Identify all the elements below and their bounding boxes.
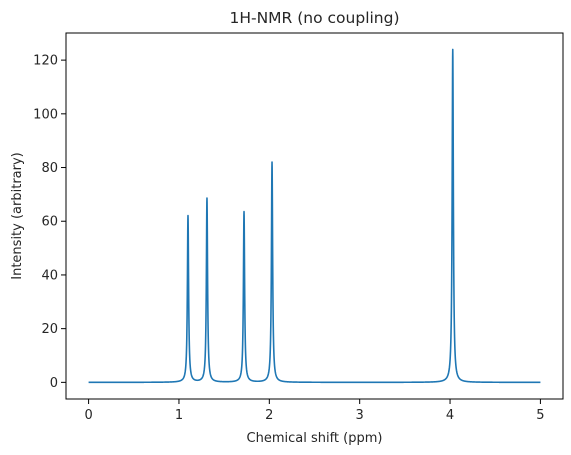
- chart-title: 1H-NMR (no coupling): [229, 9, 399, 27]
- x-tick-label: 0: [84, 408, 92, 423]
- plot-frame: [65, 32, 564, 400]
- plot-border: [65, 32, 564, 400]
- y-tick-label: 120: [33, 54, 58, 69]
- spectrum-line: [87, 48, 542, 384]
- x-axis-label: Chemical shift (ppm): [247, 431, 383, 446]
- x-tick-label: 3: [356, 408, 364, 423]
- x-tick-label: 2: [265, 408, 273, 423]
- x-axis-ticks: 0 1 2 3 4 5: [84, 399, 545, 423]
- y-tick-label: 100: [33, 107, 58, 122]
- y-tick-label: 60: [41, 215, 58, 230]
- y-axis-label: Intensity (arbitrary): [10, 152, 25, 279]
- series-layer: [87, 48, 542, 384]
- x-tick-label: 1: [175, 408, 183, 423]
- y-tick-label: 80: [41, 161, 58, 176]
- y-tick-label: 0: [50, 376, 58, 391]
- x-tick-label: 5: [536, 408, 544, 423]
- y-tick-label: 40: [41, 268, 58, 283]
- y-axis-ticks: 0 20 40 60 80 100 120: [33, 54, 66, 391]
- x-tick-label: 4: [446, 408, 454, 423]
- y-tick-label: 20: [41, 322, 58, 337]
